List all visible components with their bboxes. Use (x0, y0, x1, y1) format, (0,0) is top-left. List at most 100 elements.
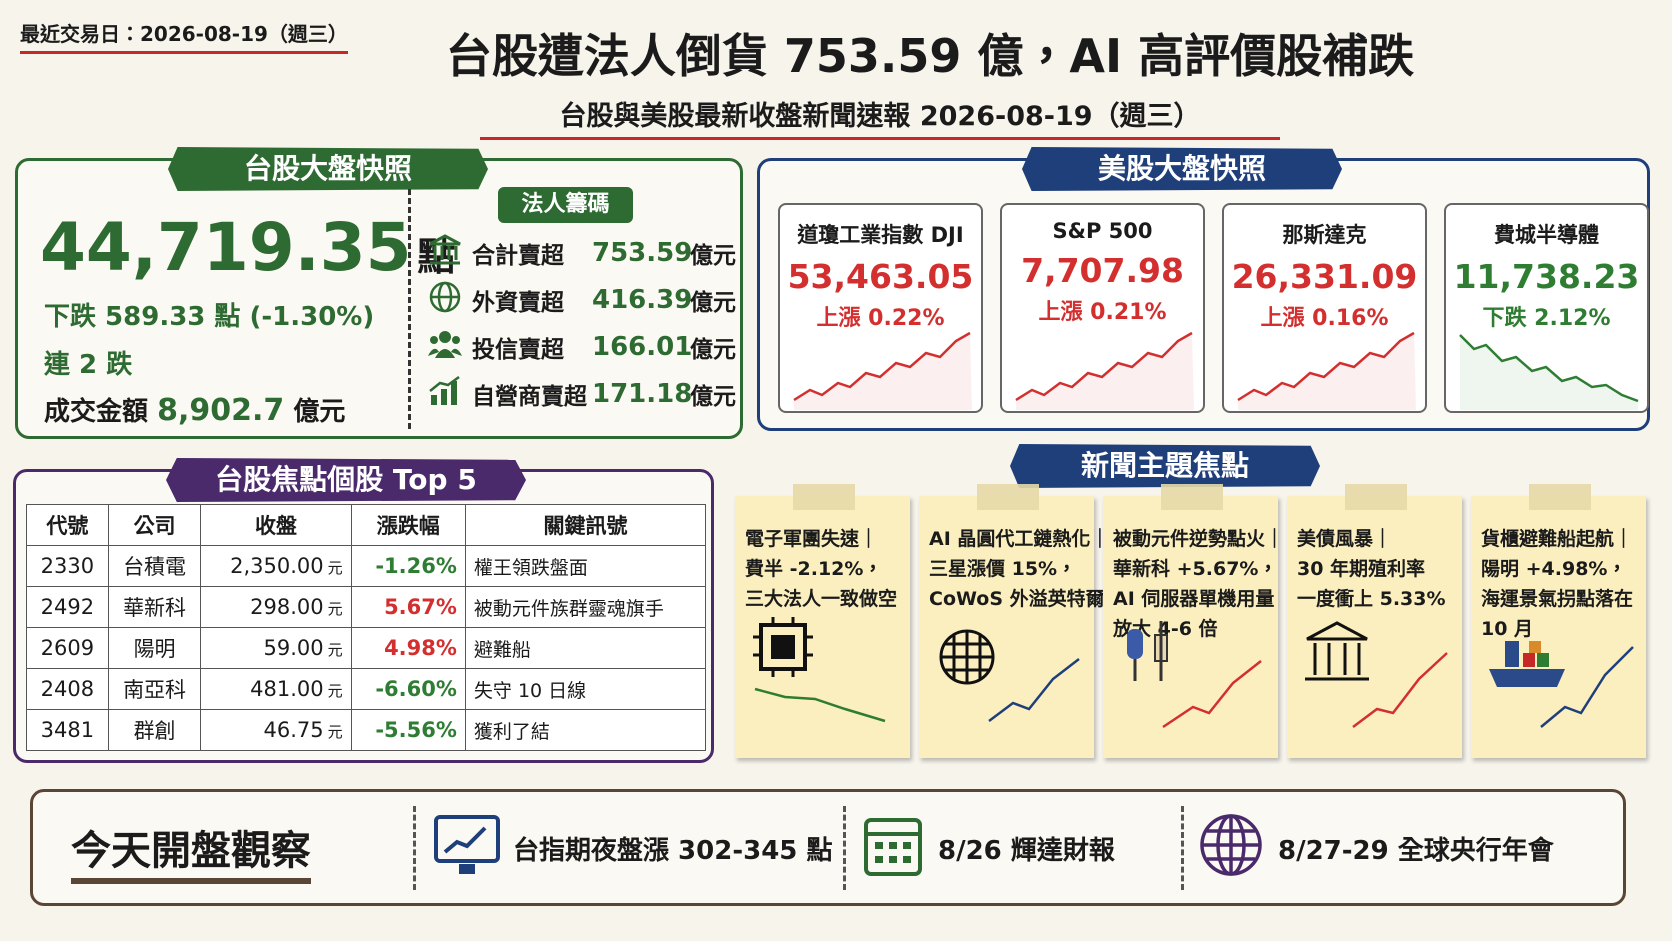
index-card: S&P 500 7,707.98 上漲 0.21% (1000, 203, 1205, 413)
top5-table: 代號 公司 收盤 漲跌幅 關鍵訊號 2330 台積電 2,350.00 元 -1.26% 權王領跌… (26, 504, 707, 751)
stock-close: 2,350.00 (230, 554, 324, 578)
stock-code: 2408 (26, 668, 109, 710)
news-line: CoWoS 外溢英特爾 (929, 588, 1105, 610)
news-note: 電子軍團失速｜ 費半 -2.12%， 三大法人一致做空 (735, 484, 910, 758)
inst-unit: 億元 (690, 242, 736, 269)
tw-market-panel: 台股大盤快照 44,719.35 點 下跌 589.33 點 (-1.30%) … (15, 147, 743, 439)
inst-row: 外資賣超 416.39 億元 (428, 276, 738, 323)
news-line: 海運景氣拐點落在 (1481, 588, 1634, 610)
stock-close-cell: 2,350.00 元 (200, 545, 352, 587)
index-card: 道瓊工業指數 DJI 53,463.05 上漲 0.22% (778, 203, 983, 413)
panel-title: 美股大盤快照 (1022, 147, 1342, 191)
turnover-label: 成交金額 (44, 397, 149, 427)
chart-icon (434, 815, 500, 874)
news-icon (1297, 617, 1457, 746)
column-header: 漲跌幅 (350, 504, 466, 546)
panel-title: 台股焦點個股 Top 5 (166, 458, 526, 502)
outlook-panel: 今天開盤觀察 台指期夜盤漲 302-345 點 8/26 輝達財報 8/27-2… (30, 789, 1626, 906)
sparkline (1002, 305, 1207, 414)
inst-icon (428, 233, 472, 272)
divider (413, 806, 416, 890)
inst-row: 投信賣超 166.01 億元 (428, 323, 738, 370)
stock-close: 59.00 (263, 636, 324, 660)
index-change: 上漲 0.16% (1260, 306, 1389, 331)
index-name: S&P 500 (1052, 219, 1153, 243)
news-line: 被動元件逆勢點火｜ (1113, 528, 1285, 550)
news-line: 貨櫃避難船起航｜ (1481, 528, 1634, 550)
table-header: 代號 公司 收盤 漲跌幅 關鍵訊號 (26, 504, 707, 546)
outlook-item: 8/26 輝達財報 (938, 836, 1115, 866)
index-value: 44,719.35 (40, 209, 412, 286)
news-line: 美債風暴｜ (1297, 528, 1393, 550)
inst-value: 416.39 (592, 284, 693, 315)
stock-close-cell: 481.00 元 (200, 668, 352, 710)
stock-code: 3481 (26, 709, 109, 751)
index-change: 上漲 0.22% (816, 306, 945, 331)
stock-unit: 元 (327, 723, 343, 741)
turnover-value: 8,902.7 (157, 393, 285, 428)
top5-panel: 台股焦點個股 Top 5 代號 公司 收盤 漲跌幅 關鍵訊號 2330 台積電 2,350.… (13, 458, 714, 763)
stock-signal: 避難船 (464, 627, 707, 669)
index-name: 費城半導體 (1494, 223, 1599, 247)
news-line: AI 晶圓代工鏈熱化｜ (929, 528, 1110, 550)
stock-name: 華新科 (107, 586, 202, 628)
news-line: 費半 -2.12%， (745, 558, 883, 580)
table-row: 2330 台積電 2,350.00 元 -1.26% 權王領跌盤面 (26, 545, 707, 587)
index-change: 下跌 589.33 點 (-1.30%) (44, 302, 375, 332)
table-body: 2330 台積電 2,350.00 元 -1.26% 權王領跌盤面 2492 華新科 298.0… (26, 545, 707, 751)
divider (843, 806, 846, 890)
stock-name: 陽明 (107, 627, 202, 669)
calendar-icon (864, 818, 922, 876)
inst-list: 合計賣超 753.59 億元 外資賣超 416.39 億元 投信賣超 166.01 億元 自營商賣… (428, 229, 738, 417)
inst-label: 合計賣超 (472, 242, 564, 269)
inst-icon (428, 328, 472, 366)
stock-close-cell: 46.75 元 (200, 709, 352, 751)
index-value: 53,463.05 (787, 257, 974, 296)
globe-icon (1200, 814, 1262, 876)
news-icon (929, 617, 1089, 746)
stock-change: -5.56% (350, 709, 466, 751)
index-value: 26,331.09 (1231, 257, 1418, 296)
index-change: 下跌 2.12% (1482, 306, 1611, 331)
stock-close: 481.00 (250, 677, 324, 701)
stock-unit: 元 (327, 600, 343, 618)
news-icon (1481, 617, 1641, 746)
streak: 連 2 跌 (44, 350, 133, 380)
sparkline (1224, 305, 1429, 414)
news-line: 10 月 (1481, 618, 1534, 640)
date-label: 最近交易日：2026-08-19（週三） (20, 18, 348, 54)
index-value: 7,707.98 (1021, 251, 1184, 290)
news-icon (1113, 617, 1273, 746)
stock-change: 4.98% (350, 627, 466, 669)
news-line: 一度衝上 5.33% (1297, 588, 1446, 610)
stock-unit: 元 (327, 682, 343, 700)
outlook-item: 8/27-29 全球央行年會 (1278, 836, 1554, 866)
inst-unit: 億元 (690, 336, 736, 363)
outlook-item: 台指期夜盤漲 302-345 點 (513, 836, 833, 866)
sparkline (780, 305, 985, 414)
inst-value: 753.59 (592, 237, 693, 268)
stock-close-cell: 59.00 元 (200, 627, 352, 669)
news-line: 電子軍團失速｜ (745, 528, 879, 550)
news-line: AI 伺服器單機用量 (1113, 588, 1275, 610)
title: 台股遭法人倒貨 753.59 億，AI 高評價股補跌 (445, 29, 1415, 83)
stock-signal: 權王領跌盤面 (464, 545, 707, 587)
stock-code: 2609 (26, 627, 109, 669)
turnover-unit: 億元 (293, 397, 346, 427)
stock-signal: 失守 10 日線 (464, 668, 707, 710)
inst-row: 合計賣超 753.59 億元 (428, 229, 738, 276)
stock-unit: 元 (327, 559, 343, 577)
table-row: 3481 群創 46.75 元 -5.56% 獲利了結 (26, 709, 707, 751)
inst-icon (428, 281, 472, 319)
stock-signal: 被動元件族群靈魂旗手 (464, 586, 707, 628)
stock-change: -1.26% (350, 545, 466, 587)
news-line: 陽明 +4.98%， (1481, 558, 1627, 580)
inst-label: 自營商賣超 (472, 383, 587, 410)
column-header: 收盤 (200, 504, 352, 546)
news-note: 貨櫃避難船起航｜ 陽明 +4.98%， 海運景氣拐點落在 10 月 (1471, 484, 1646, 758)
inst-unit: 億元 (690, 383, 736, 410)
stock-close: 46.75 (263, 718, 324, 742)
index-card: 那斯達克 26,331.09 上漲 0.16% (1222, 203, 1427, 413)
news-note: AI 晶圓代工鏈熱化｜ 三星漲價 15%， CoWoS 外溢英特爾 (919, 484, 1110, 758)
